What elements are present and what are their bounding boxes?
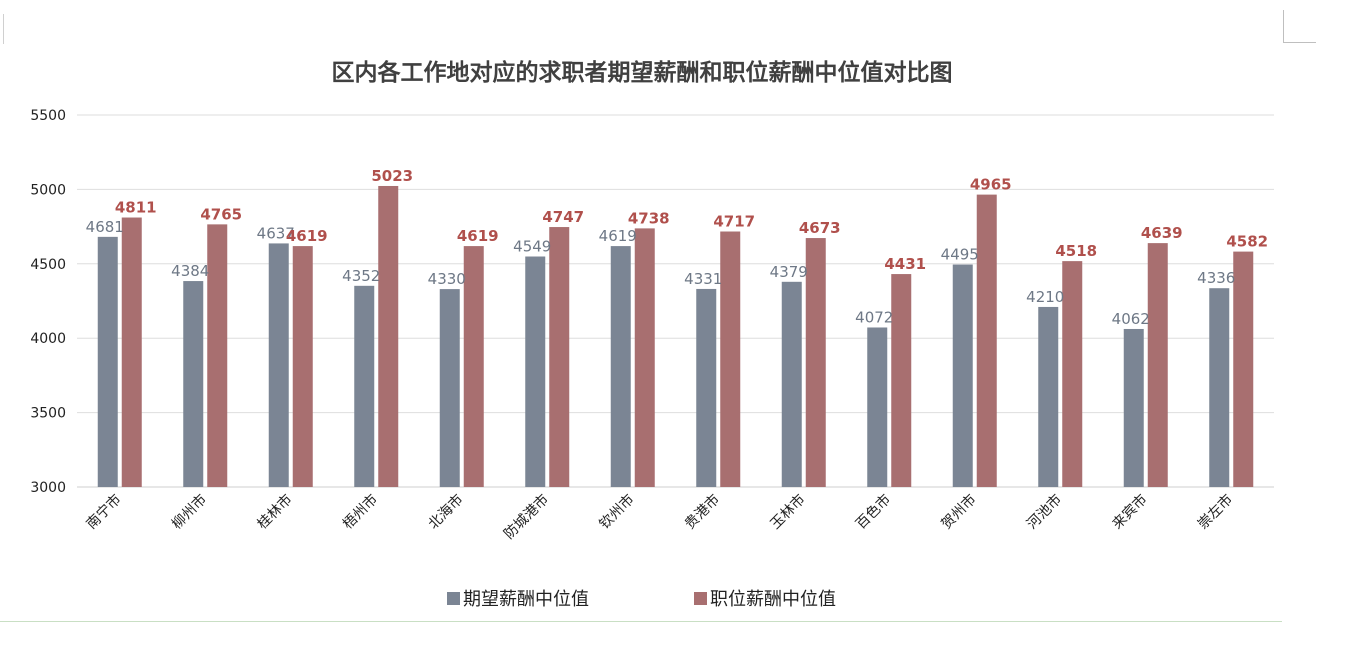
- x-axis-ticks: 南宁市 柳州市 桂林市 梧州市 北海市 防城港市 钦州市 贵港市 玉林市 百色市 贺州市 河池市 来宾市…: [83, 491, 1236, 543]
- y-tick-label: 5500: [30, 108, 66, 124]
- bar-expected-11: [1038, 306, 1059, 487]
- x-tick-label: 贵港市: [681, 491, 723, 533]
- x-tick-label: 百色市: [852, 491, 894, 533]
- data-label-job-7: 4717: [713, 213, 755, 231]
- data-label-expected-7: 4331: [684, 270, 722, 288]
- x-tick-label: 来宾市: [1109, 491, 1151, 533]
- data-label-expected-13: 4336: [1197, 269, 1235, 287]
- data-label-job-2: 4619: [286, 227, 328, 245]
- data-label-job-12: 4639: [1141, 224, 1183, 242]
- bars: [97, 185, 1254, 488]
- data-label-expected-0: 4681: [86, 218, 124, 236]
- data-label-job-5: 4747: [542, 208, 584, 226]
- bar-expected-10: [952, 264, 973, 487]
- data-label-expected-6: 4619: [599, 227, 637, 245]
- bar-expected-2: [268, 243, 289, 487]
- legend-swatch-job: [694, 592, 707, 605]
- data-label-expected-2: 4637: [257, 224, 295, 242]
- bar-job-0: [121, 217, 142, 487]
- bar-expected-1: [183, 281, 204, 487]
- bar-expected-13: [1209, 288, 1230, 487]
- legend-label-job: 职位薪酬中位值: [710, 589, 836, 610]
- x-tick-label: 防城港市: [500, 491, 552, 543]
- bar-job-3: [378, 185, 399, 487]
- data-label-job-9: 4431: [884, 255, 926, 273]
- data-labels: 4681481143844765463746194352502343304619…: [86, 167, 1268, 328]
- data-label-job-10: 4965: [970, 176, 1012, 194]
- data-label-job-4: 4619: [457, 227, 499, 245]
- bar-expected-7: [696, 288, 717, 487]
- x-tick-label: 桂林市: [254, 491, 296, 533]
- x-tick-label: 梧州市: [339, 491, 381, 533]
- data-label-job-0: 4811: [115, 199, 157, 217]
- bar-job-5: [549, 227, 570, 488]
- x-tick-label: 北海市: [425, 491, 467, 533]
- bar-expected-9: [867, 327, 888, 487]
- x-tick-label: 贺州市: [938, 491, 980, 533]
- bar-expected-4: [439, 289, 460, 487]
- bar-job-1: [207, 224, 228, 488]
- bar-job-11: [1062, 261, 1083, 487]
- bar-job-10: [976, 194, 997, 487]
- y-tick-label: 5000: [30, 182, 66, 198]
- data-label-job-11: 4518: [1055, 242, 1097, 260]
- bar-job-4: [463, 246, 484, 487]
- data-label-expected-11: 4210: [1026, 288, 1064, 306]
- x-tick-label: 南宁市: [83, 491, 125, 533]
- page-corner-mark: [1283, 10, 1316, 43]
- y-tick-label: 4000: [30, 331, 66, 347]
- bar-expected-3: [354, 285, 375, 487]
- chart-title: 区内各工作地对应的求职者期望薪酬和职位薪酬中位值对比图: [332, 59, 953, 86]
- bar-expected-5: [525, 256, 546, 487]
- bar-job-2: [292, 246, 313, 487]
- bar-expected-12: [1123, 328, 1144, 487]
- x-tick-label: 柳州市: [168, 491, 210, 533]
- data-label-job-8: 4673: [799, 219, 841, 237]
- bar-job-13: [1233, 251, 1254, 487]
- legend-swatch-expected: [447, 592, 460, 605]
- y-axis-ticks: 3000 3500 4000 4500 5000 5500: [30, 108, 66, 496]
- data-label-expected-8: 4379: [770, 263, 808, 281]
- bar-expected-0: [97, 236, 118, 487]
- bar-job-12: [1147, 243, 1168, 487]
- bar-job-6: [634, 228, 655, 487]
- gridlines: [77, 114, 1274, 488]
- y-tick-label: 4500: [30, 257, 66, 273]
- x-tick-label: 钦州市: [596, 491, 638, 533]
- data-label-expected-9: 4072: [855, 308, 893, 326]
- data-label-expected-12: 4062: [1112, 310, 1150, 328]
- data-label-expected-10: 4495: [941, 246, 979, 264]
- bar-job-8: [805, 238, 826, 487]
- data-label-job-6: 4738: [628, 209, 670, 227]
- data-label-job-3: 5023: [371, 167, 413, 185]
- bar-expected-8: [781, 281, 802, 487]
- x-tick-label: 崇左市: [1194, 491, 1236, 533]
- y-tick-label: 3500: [30, 406, 66, 422]
- bar-job-7: [720, 231, 741, 487]
- data-label-expected-4: 4330: [428, 270, 466, 288]
- page-edge-mark: [0, 14, 4, 44]
- bar-expected-6: [610, 246, 631, 487]
- data-label-expected-1: 4384: [171, 262, 209, 280]
- y-tick-label: 3000: [30, 480, 66, 496]
- bar-job-9: [891, 274, 912, 487]
- x-tick-label: 玉林市: [767, 491, 809, 533]
- legend-label-expected: 期望薪酬中位值: [463, 589, 589, 610]
- data-label-job-13: 4582: [1226, 233, 1268, 251]
- data-label-expected-3: 4352: [342, 267, 380, 285]
- x-tick-label: 河池市: [1023, 491, 1065, 533]
- page-bottom-rule: [0, 621, 1282, 622]
- data-label-job-1: 4765: [200, 205, 242, 223]
- data-label-expected-5: 4549: [513, 238, 551, 256]
- legend: 期望薪酬中位值 职位薪酬中位值: [447, 589, 836, 610]
